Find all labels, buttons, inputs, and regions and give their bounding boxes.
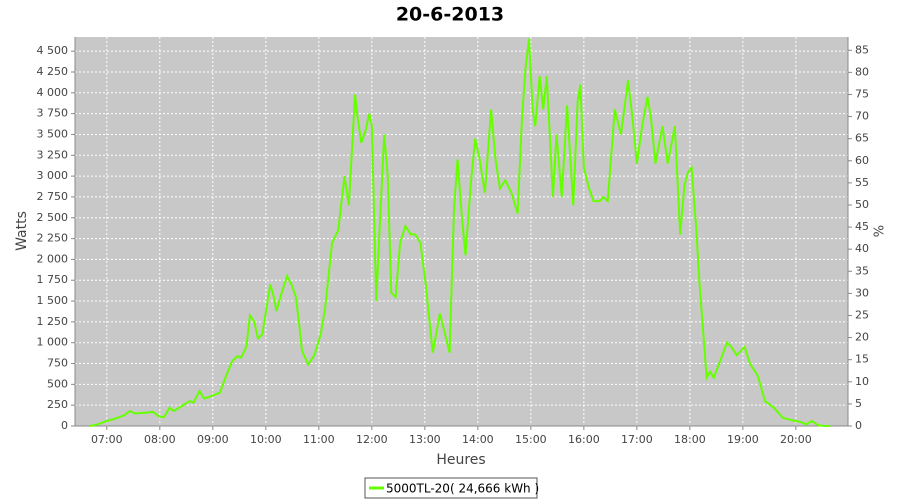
y-tick-label: 4 000: [37, 86, 69, 99]
y2-tick-label: 60: [855, 154, 869, 167]
y2-tick-label: 30: [855, 286, 869, 299]
y-tick-label: 1 000: [37, 336, 69, 349]
y-tick-label: 3 250: [37, 148, 69, 161]
x-tick-label: 12:00: [356, 433, 388, 446]
x-tick-label: 16:00: [568, 433, 600, 446]
y2-tick-label: 65: [855, 132, 869, 145]
y2-tick-label: 25: [855, 308, 869, 321]
y-tick-label: 2 750: [37, 190, 69, 203]
y2-tick-label: 20: [855, 331, 869, 344]
x-tick-label: 11:00: [303, 433, 335, 446]
y-tick-label: 3 500: [37, 127, 69, 140]
y2-tick-label: 85: [855, 43, 869, 56]
chart-title: 20-6-2013: [396, 4, 504, 26]
x-tick-label: 10:00: [250, 433, 282, 446]
data-line: [89, 38, 831, 427]
y2-tick-label: 5: [855, 397, 862, 410]
y2-tick-label: 0: [855, 419, 862, 432]
y-tick-label: 1 250: [37, 315, 69, 328]
y-tick-label: 3 750: [37, 107, 69, 120]
x-tick-label: 09:00: [197, 433, 229, 446]
plot-area: [75, 37, 848, 426]
y2-tick-label: 55: [855, 176, 869, 189]
y2-tick-label: 15: [855, 353, 869, 366]
y-tick-label: 250: [47, 398, 68, 411]
y-tick-label: 2 000: [37, 252, 69, 265]
y-tick-label: 1 750: [37, 273, 69, 286]
x-tick-label: 20:00: [780, 433, 812, 446]
legend-label: 5000TL-20( 24,666 kWh ): [386, 482, 539, 496]
y2-tick-label: 45: [855, 220, 869, 233]
y-tick-label: 0: [61, 419, 68, 432]
y-tick-label: 2 500: [37, 211, 69, 224]
x-tick-label: 07:00: [91, 433, 123, 446]
x-tick-label: 17:00: [621, 433, 653, 446]
x-tick-label: 19:00: [727, 433, 759, 446]
x-tick-label: 15:00: [515, 433, 547, 446]
y2-tick-label: 80: [855, 65, 869, 78]
y-tick-label: 3 000: [37, 169, 69, 182]
y2-tick-label: 75: [855, 87, 869, 100]
x-tick-label: 13:00: [409, 433, 441, 446]
y2-tick-label: 40: [855, 242, 869, 255]
legend-box: [364, 477, 538, 499]
y-tick-label: 2 250: [37, 232, 69, 245]
y-tick-label: 4 250: [37, 65, 69, 78]
y2-tick-label: 10: [855, 375, 869, 388]
y2-tick-label: 50: [855, 198, 869, 211]
y-axis-label: Watts: [14, 211, 30, 251]
x-tick-label: 08:00: [144, 433, 176, 446]
y-tick-label: 750: [47, 357, 68, 370]
y-tick-label: 500: [47, 377, 68, 390]
y-tick-label: 4 500: [37, 44, 69, 57]
y2-axis-label: %: [873, 225, 888, 237]
x-axis-label: Heures: [436, 452, 485, 468]
y2-tick-label: 70: [855, 110, 869, 123]
x-tick-label: 18:00: [674, 433, 706, 446]
y2-tick-label: 35: [855, 264, 869, 277]
y-tick-label: 1 500: [37, 294, 69, 307]
x-tick-label: 14:00: [462, 433, 494, 446]
